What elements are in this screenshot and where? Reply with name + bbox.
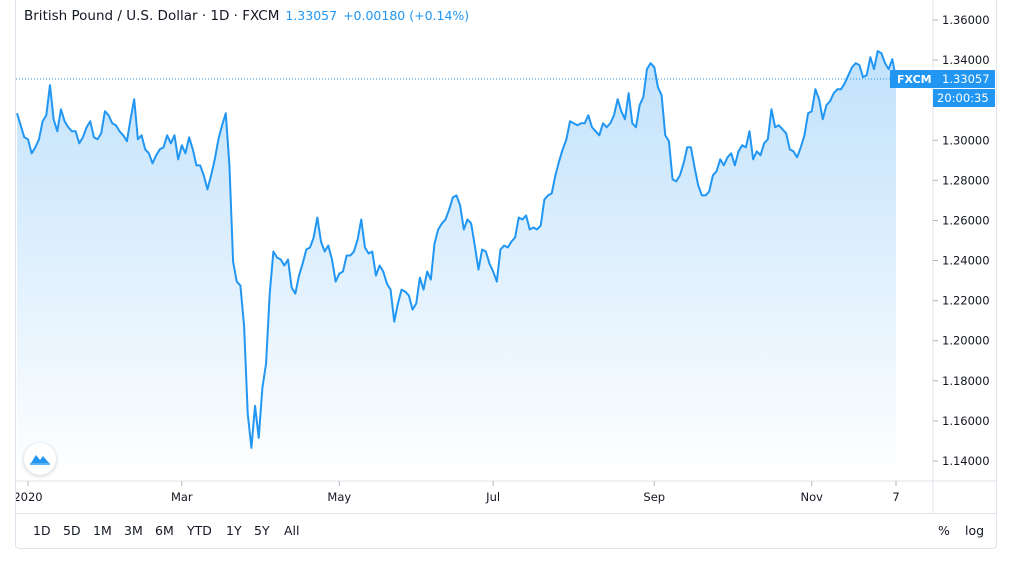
chart-widget: 1.14000 1.16000 1.18000 1.20000 1.22000 1.240… — [15, 0, 997, 549]
countdown-badge — [933, 89, 995, 108]
countdown-value: 20:00:35 — [937, 91, 989, 105]
y-tick-label: 1.24000 — [942, 254, 990, 268]
range-button-1y[interactable]: 1Y — [226, 523, 242, 538]
range-button-3m[interactable]: 3M — [124, 523, 143, 538]
symbol-legend: British Pound / U.S. Dollar · 1D · FXCM … — [24, 8, 469, 24]
price-chart[interactable]: 1.14000 1.16000 1.18000 1.20000 1.22000 1.240… — [16, 0, 997, 513]
x-axis[interactable]: 2020 Mar May Jul Sep Nov 7 — [16, 481, 900, 504]
range-button-5y[interactable]: 5Y — [254, 523, 270, 538]
y-tick-label: 1.30000 — [942, 133, 990, 147]
y-tick-label: 1.20000 — [942, 334, 990, 348]
price-label-badge — [890, 70, 995, 89]
x-tick-label: May — [327, 490, 351, 504]
log-scale-toggle[interactable]: log — [965, 523, 985, 538]
range-button-5d[interactable]: 5D — [63, 523, 81, 538]
y-tick-label: 1.36000 — [942, 13, 990, 27]
x-tick-label: Jul — [485, 490, 500, 504]
y-tick-label: 1.26000 — [942, 213, 990, 227]
y-tick-label: 1.34000 — [942, 53, 990, 67]
range-button-all[interactable]: All — [284, 523, 300, 538]
y-tick-label: 1.18000 — [942, 374, 990, 388]
series-line[interactable] — [16, 50, 897, 449]
price-label-value: 1.33057 — [942, 72, 990, 86]
price-label-source: FXCM — [897, 73, 932, 86]
range-toolbar: 1D 5D 1M 3M 6M YTD 1Y 5Y All % log — [16, 513, 996, 547]
x-tick-label: Sep — [643, 490, 665, 504]
series-area-fill — [17, 51, 896, 482]
range-button-1d[interactable]: 1D — [33, 523, 51, 538]
range-button-ytd[interactable]: YTD — [187, 523, 212, 538]
y-tick-label: 1.22000 — [942, 294, 990, 308]
symbol-title: British Pound / U.S. Dollar · 1D · FXCM — [24, 8, 280, 24]
y-tick-label: 1.14000 — [942, 454, 990, 468]
x-tick-label: Mar — [171, 490, 193, 504]
x-tick-label: Nov — [801, 490, 824, 504]
y-tick-label: 1.16000 — [942, 414, 990, 428]
last-price: 1.33057 — [285, 8, 338, 23]
tradingview-logo-icon — [30, 455, 50, 465]
y-tick-label: 1.28000 — [942, 173, 990, 187]
x-tick-label: 2020 — [16, 490, 43, 504]
range-button-6m[interactable]: 6M — [155, 523, 174, 538]
x-tick-label: 7 — [892, 490, 899, 504]
tradingview-logo[interactable] — [24, 443, 56, 475]
range-button-1m[interactable]: 1M — [93, 523, 112, 538]
percent-scale-toggle[interactable]: % — [938, 523, 950, 538]
price-change: +0.00180 (+0.14%) — [343, 8, 470, 23]
